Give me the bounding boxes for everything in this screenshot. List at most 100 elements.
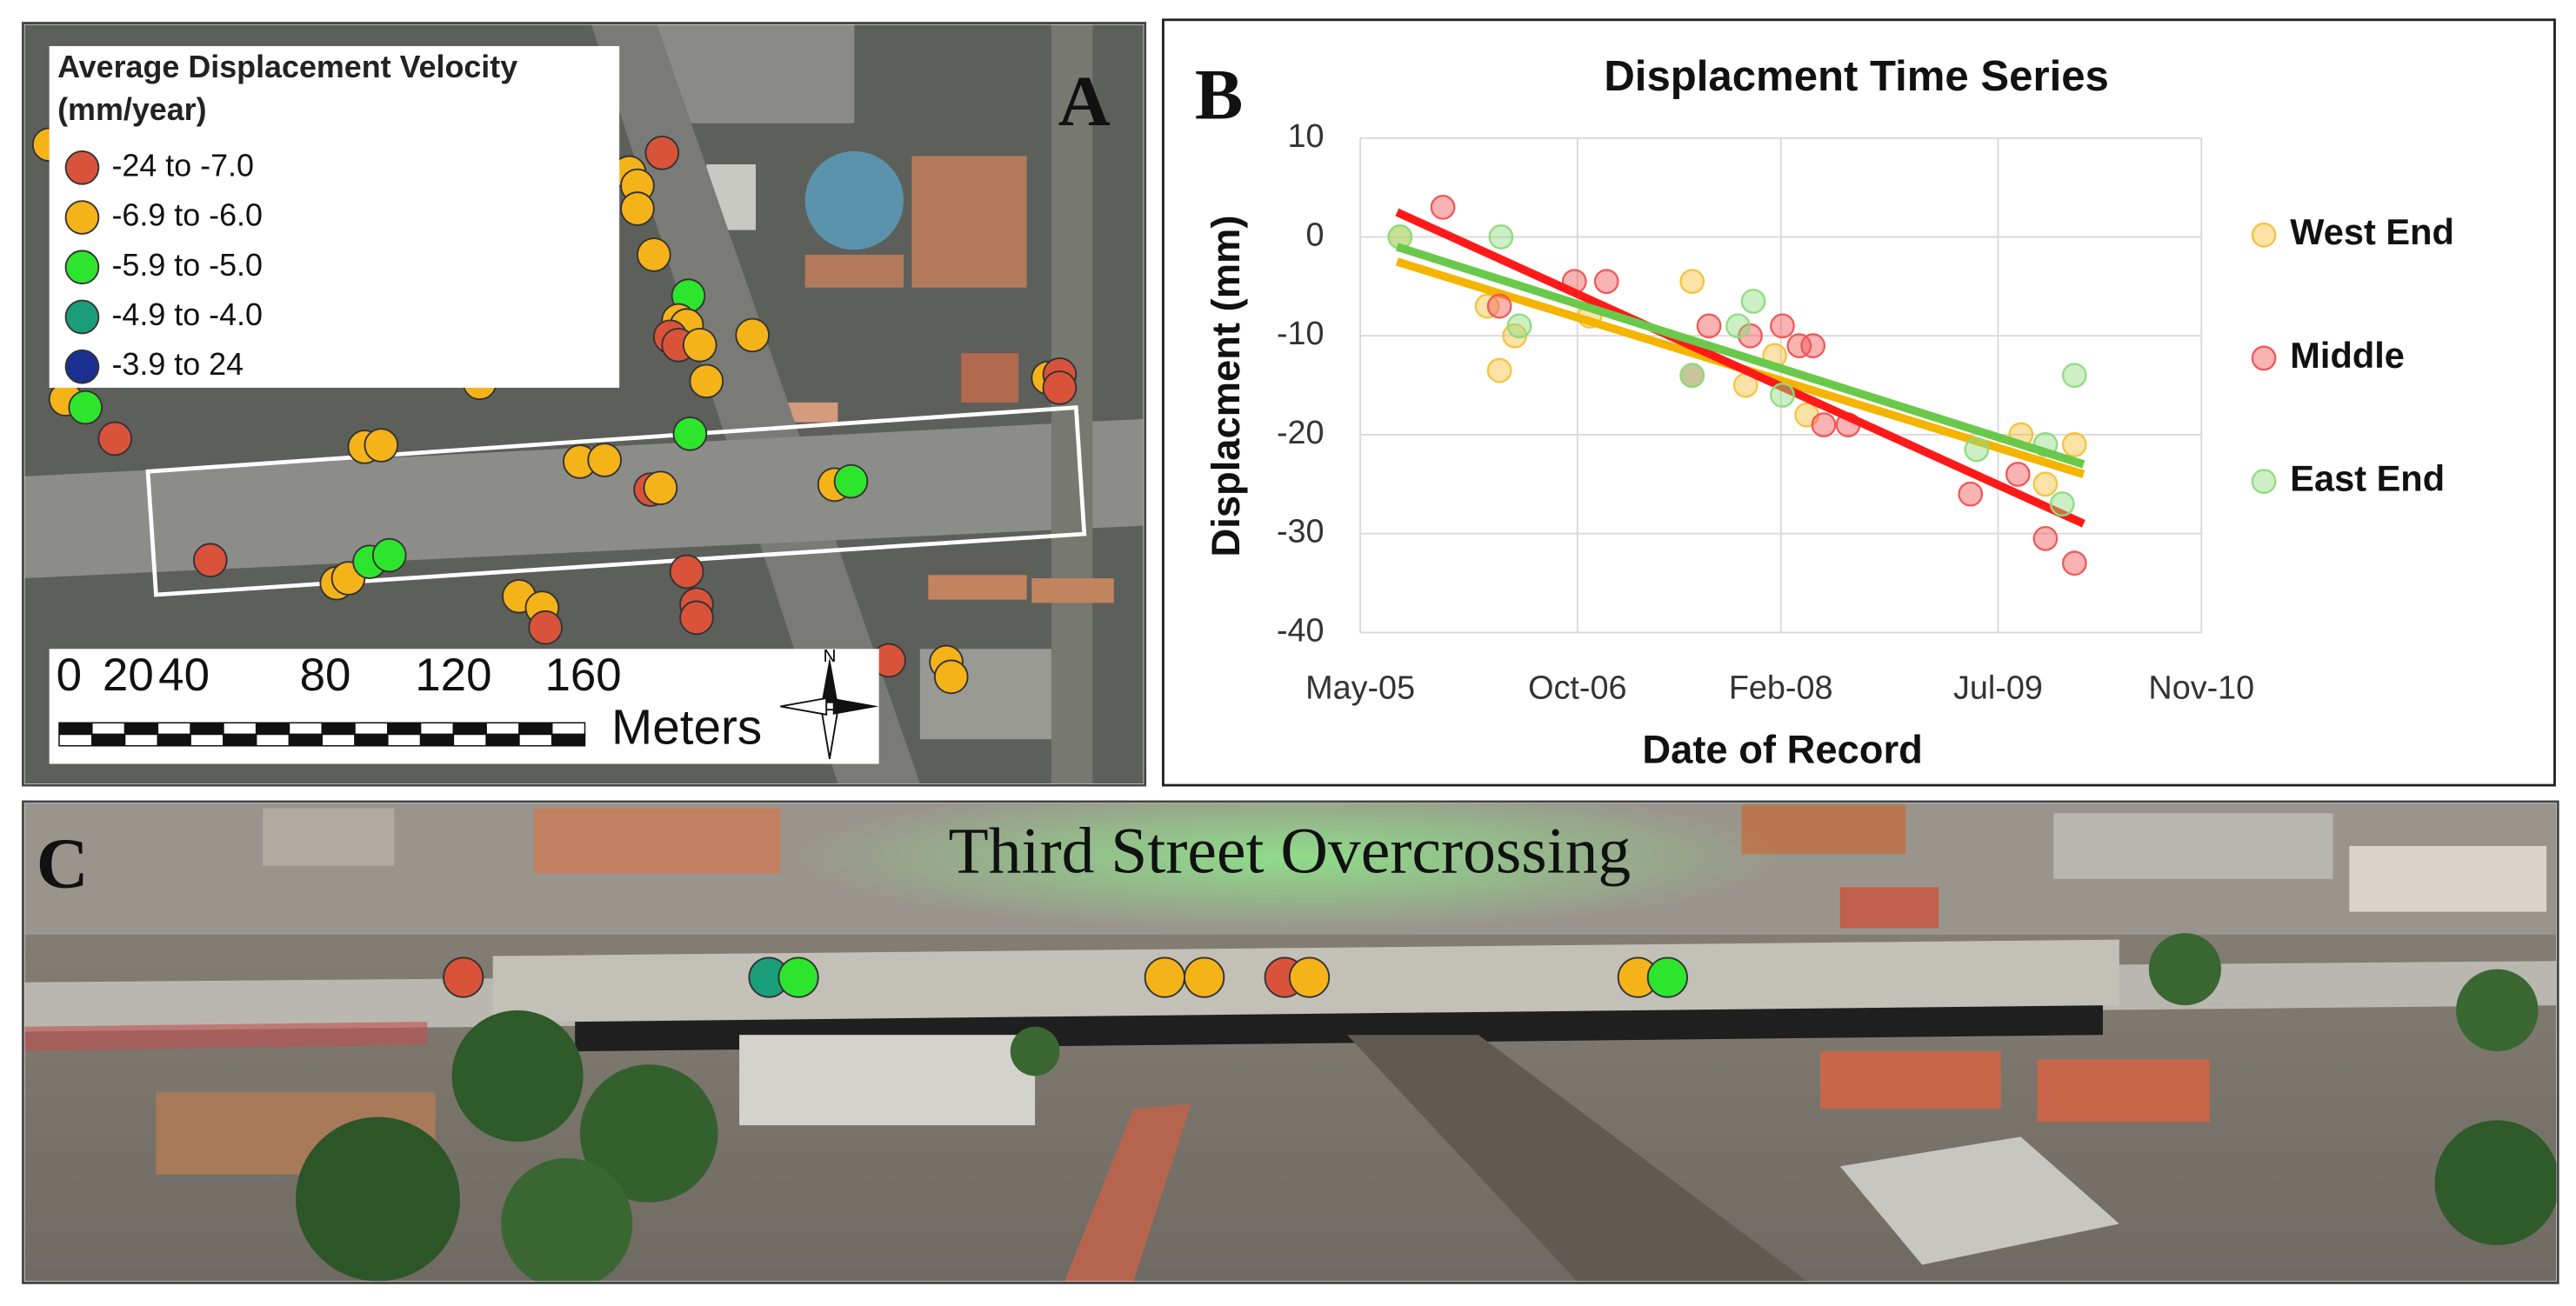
map-point (97, 421, 133, 456)
data-point (1725, 313, 1751, 339)
building (961, 353, 1019, 403)
data-point (1811, 412, 1837, 437)
scale-bar (551, 722, 586, 736)
scale-bar (91, 722, 126, 736)
data-point (1679, 363, 1705, 389)
trend-line (1395, 243, 2085, 469)
building (263, 808, 395, 866)
legend-label: East End (2290, 458, 2445, 499)
scale-bar (58, 722, 93, 736)
scale-bar (387, 733, 422, 747)
x-axis-label: Date of Record (1642, 727, 1922, 771)
map-point (636, 237, 671, 272)
building (1031, 578, 1114, 603)
data-point (1770, 383, 1795, 408)
x-tick-label: Nov-10 (2148, 670, 2254, 706)
bridge-point (1184, 956, 1225, 998)
scale-bar (452, 722, 487, 736)
x-tick-label: Jul-09 (1953, 670, 2043, 706)
legend-label: Middle (2290, 335, 2405, 376)
building (533, 808, 781, 875)
legend-title: Average Displacement Velocity (57, 50, 517, 84)
data-point (2049, 491, 2075, 516)
data-point (1800, 333, 1825, 358)
data-point (1488, 224, 1514, 250)
scale-bar (354, 733, 389, 747)
legend-marker (2251, 345, 2277, 371)
scale-bar (223, 722, 257, 736)
legend-label: -24 to -7.0 (111, 148, 254, 183)
map-point (679, 600, 714, 636)
photo-title: Third Street Overcrossing (949, 816, 1632, 888)
scale-label: 0 (57, 650, 82, 701)
scale-bar (288, 733, 324, 747)
map-point (620, 191, 655, 226)
map-point (371, 537, 407, 573)
study-area-box (145, 405, 1087, 597)
map-point (689, 363, 724, 399)
data-point (1964, 436, 1990, 463)
plot: -40 -30 -20 -10 0 10 May-05 Oct-06 Feb-08 Jul-09 N… (1277, 118, 2454, 707)
tree (296, 1116, 460, 1282)
panel-border (22, 22, 1147, 787)
title-glow (797, 803, 1783, 932)
data-point (1770, 313, 1795, 339)
scale-bar (157, 733, 191, 747)
scale-bar (190, 733, 224, 747)
scale-bar (190, 722, 224, 736)
legend-swatch (64, 349, 100, 384)
building (2037, 1059, 2210, 1123)
scale-bar (419, 733, 455, 747)
legend-marker (2251, 222, 2277, 248)
tree (2148, 933, 2221, 1006)
scale-bar (354, 722, 389, 736)
tree (451, 1009, 584, 1142)
scale-label: 80 (300, 650, 351, 701)
north-label: N (823, 646, 836, 666)
building (739, 1035, 1036, 1126)
data-point (2032, 471, 2059, 497)
map-point (192, 543, 228, 578)
building (657, 24, 855, 123)
map-legend (49, 46, 620, 388)
scale-bar (288, 722, 324, 736)
scale-bar (157, 722, 191, 736)
legend-label: -3.9 to 24 (111, 347, 244, 382)
data-point (1506, 313, 1532, 339)
map-point (833, 463, 869, 499)
scale-bar (518, 733, 553, 747)
map-panel: Average Displacement Velocity (mm/year) … (24, 24, 1144, 784)
building (1064, 1103, 1191, 1282)
bridge-point (1144, 956, 1185, 998)
data-point (1958, 481, 1984, 507)
photo-panel: Third Street Overcrossing (24, 803, 2557, 1282)
data-point (1430, 195, 1456, 220)
y-tick-label: -10 (1277, 316, 1325, 352)
legend-marker (2251, 469, 2277, 494)
trend-line (1395, 208, 2085, 528)
scale-bar (321, 722, 356, 736)
y-axis-label: Displacment (mm) (1204, 216, 1248, 557)
curb (24, 1022, 428, 1052)
map-point (735, 317, 771, 353)
building (1839, 1136, 2119, 1265)
scale-bar (387, 722, 422, 736)
data-point (2061, 363, 2087, 389)
building (804, 254, 904, 288)
scale-bar (255, 722, 290, 736)
north-arrow: N (780, 646, 879, 759)
scale-bar (485, 733, 520, 747)
chart-title: Displacment Time Series (1604, 53, 2109, 100)
scale-bar (518, 722, 553, 736)
y-tick-label: 0 (1306, 217, 1325, 253)
scale-unit: Meters (611, 701, 762, 756)
legend-label: West End (2290, 211, 2454, 252)
data-point (2005, 462, 2031, 487)
y-tick-label: -40 (1277, 612, 1325, 649)
map-point (528, 610, 563, 645)
legend-swatch (64, 250, 100, 285)
map-point (1042, 370, 1078, 405)
building (2349, 845, 2546, 912)
parking (2053, 813, 2333, 879)
